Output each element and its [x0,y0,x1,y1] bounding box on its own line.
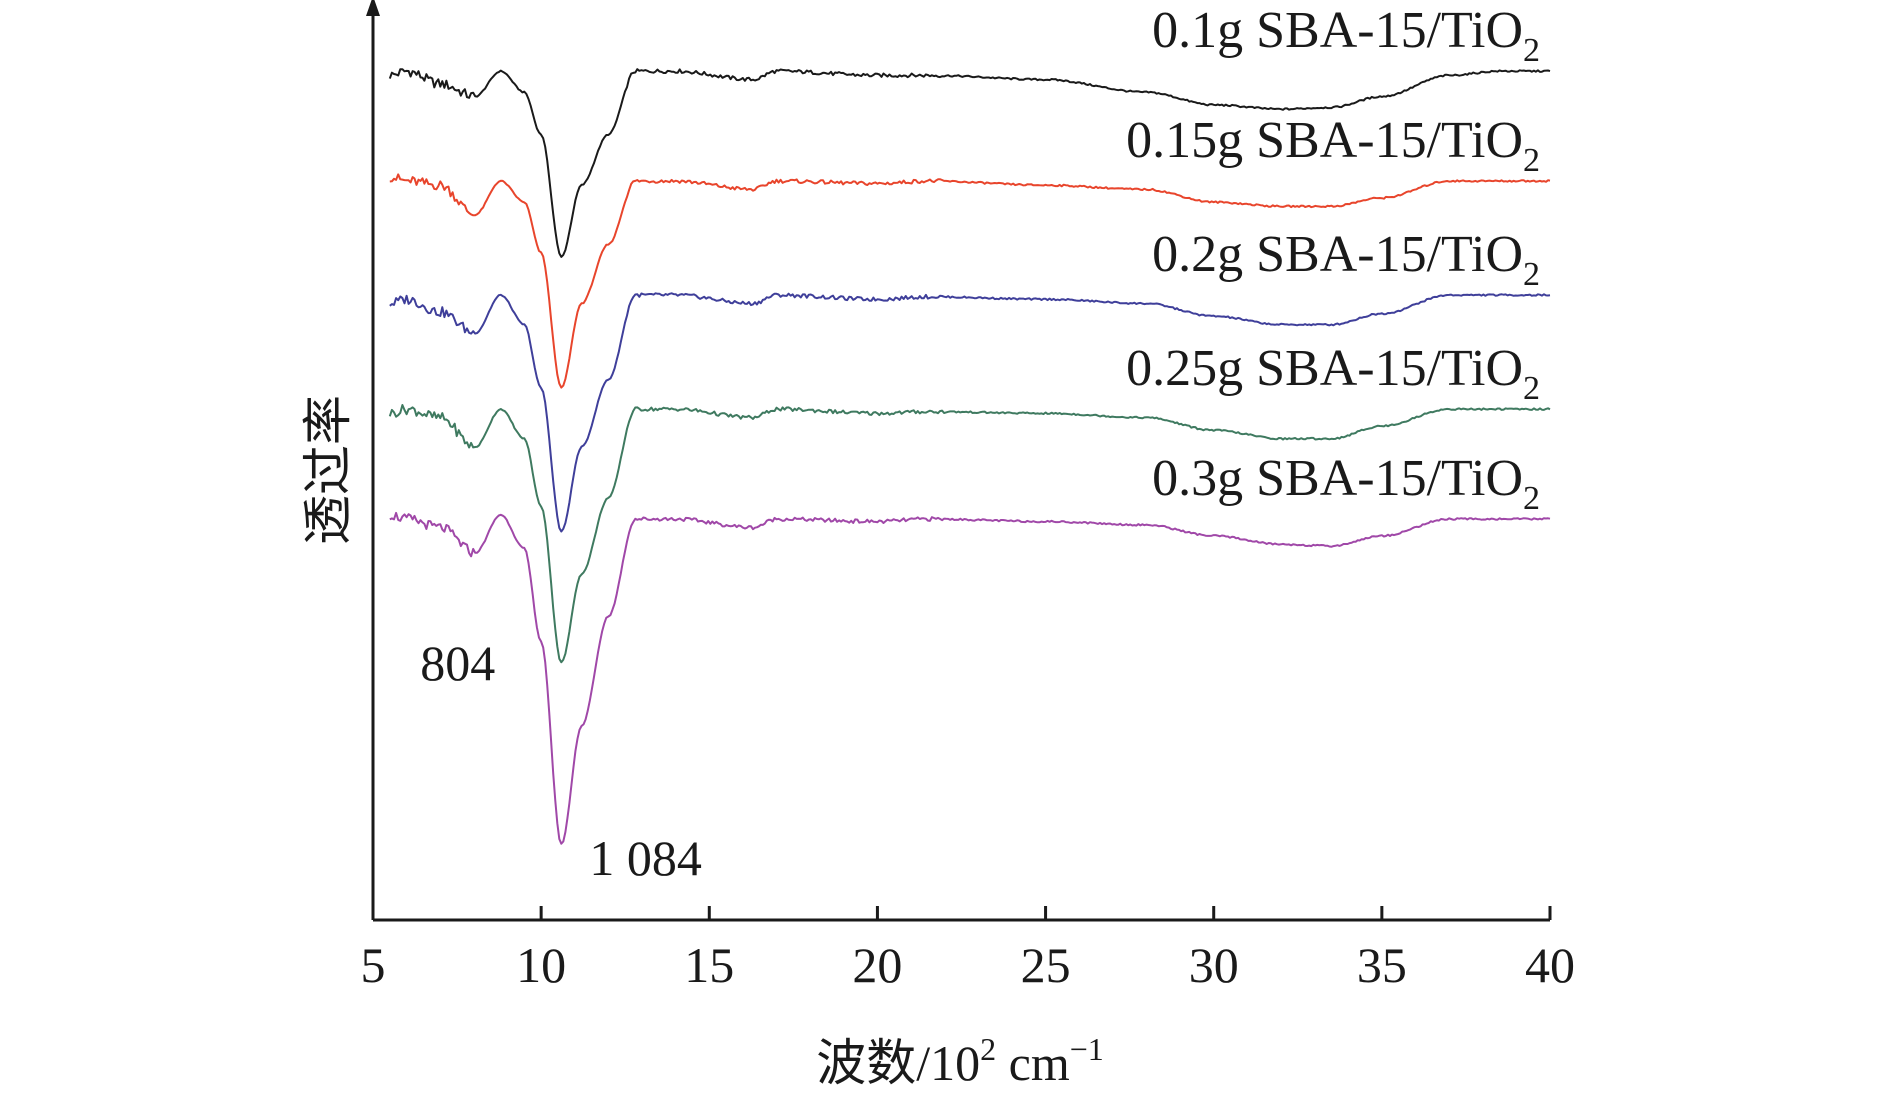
series-line-4 [390,513,1550,844]
x-axis-title-unit-sup: −1 [1070,1031,1104,1067]
legend-label-sub-0: 2 [1523,32,1540,69]
x-ticks [373,906,1550,920]
legend-label-main-2: 0.2g SBA-15/TiO [1152,226,1523,283]
x-tick-label-35: 35 [1357,937,1407,993]
legend-label-4: 0.3g SBA-15/TiO2 [1152,450,1540,517]
legend-label-1: 0.15g SBA-15/TiO2 [1126,112,1540,179]
legend-label-3: 0.25g SBA-15/TiO2 [1126,340,1540,407]
legend-label-main-4: 0.3g SBA-15/TiO [1152,450,1523,507]
x-tick-label-10: 10 [516,937,566,993]
x-tick-label-30: 30 [1189,937,1239,993]
legend-label-sub-1: 2 [1523,142,1540,179]
x-axis-title-unit: cm [996,1035,1070,1091]
legend-label-sub-4: 2 [1523,480,1540,517]
x-tick-label-5: 5 [361,937,386,993]
x-axis-title: 波数/102 cm−1 [816,1031,1104,1091]
y-axis-title: 透过率 [300,395,356,545]
legend-label-main-3: 0.25g SBA-15/TiO [1126,340,1523,397]
series-line-3 [390,405,1550,662]
legend-label-2: 0.2g SBA-15/TiO2 [1152,226,1540,293]
annotation-1: 1 084 [589,830,702,886]
x-tick-label-20: 20 [852,937,902,993]
legend-label-main-1: 0.15g SBA-15/TiO [1126,112,1523,169]
x-tick-label-25: 25 [1021,937,1071,993]
annotation-0: 804 [420,635,495,691]
legend-label-0: 0.1g SBA-15/TiO2 [1152,2,1540,69]
legend-label-sub-2: 2 [1523,256,1540,293]
legend-label-sub-3: 2 [1523,370,1540,407]
x-axis-title-sup: 2 [980,1031,996,1067]
x-tick-label-15: 15 [684,937,734,993]
x-axis-title-main: 波数/10 [816,1035,980,1091]
x-tick-label-40: 40 [1525,937,1575,993]
annotations: 804 1 084 [420,635,702,886]
x-tick-labels: 5 10 15 20 25 30 35 40 [361,937,1576,993]
legend-label-main-0: 0.1g SBA-15/TiO [1152,2,1523,59]
